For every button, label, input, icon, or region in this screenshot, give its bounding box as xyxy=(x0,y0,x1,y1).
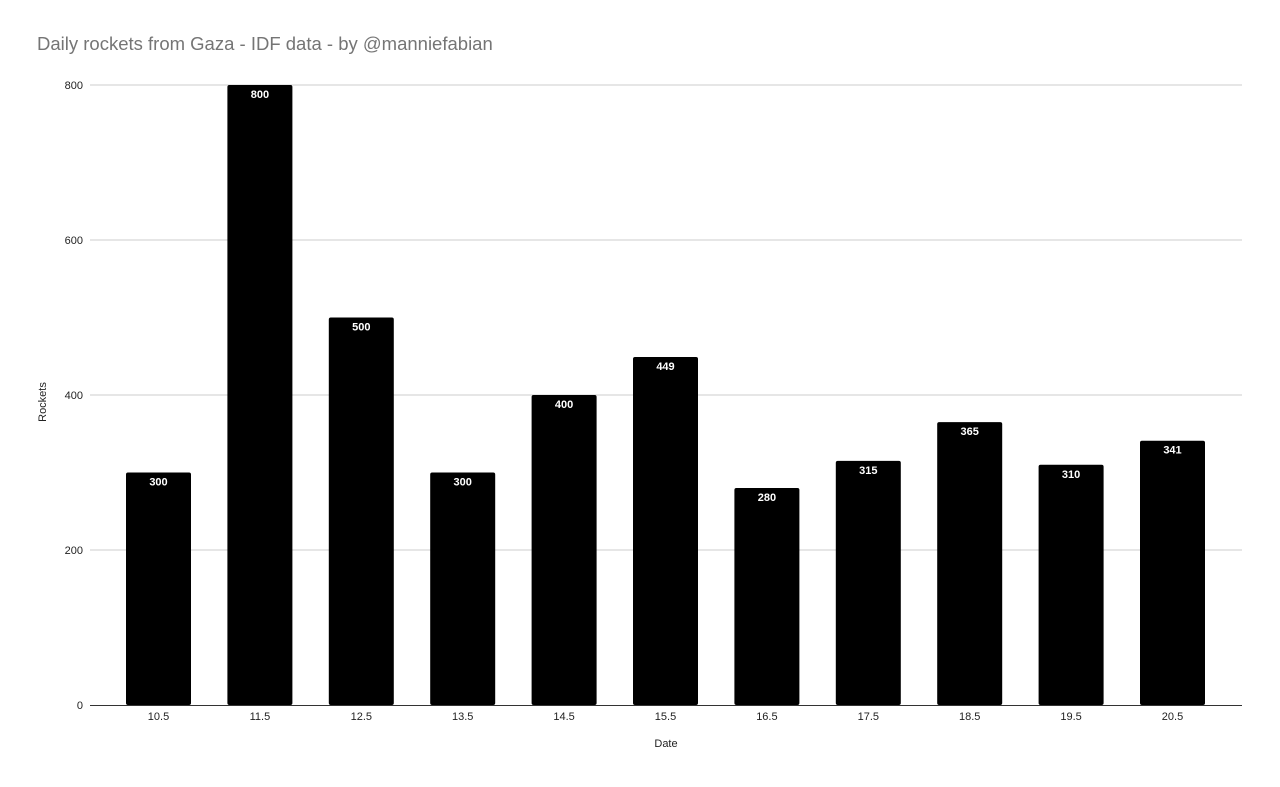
bar xyxy=(633,357,698,705)
bar xyxy=(126,472,191,705)
x-tick-label: 11.5 xyxy=(250,711,271,723)
data-label: 280 xyxy=(758,492,776,504)
x-tick-label: 19.5 xyxy=(1060,711,1081,723)
x-axis-title: Date xyxy=(654,738,677,750)
y-tick-label: 800 xyxy=(65,80,83,92)
bar xyxy=(430,472,496,705)
x-tick-label: 18.5 xyxy=(959,711,980,723)
bar xyxy=(227,85,293,705)
data-label: 400 xyxy=(555,399,573,411)
data-label: 800 xyxy=(251,89,269,101)
x-tick-label: 17.5 xyxy=(858,711,879,723)
data-label: 341 xyxy=(1163,445,1181,457)
x-tick-label: 10.5 xyxy=(148,711,169,723)
x-tick-labels: 10.5 11.5 12.5 13.5 14.5 15.5 16.5 17.5 18.5 19.5… xyxy=(148,711,1183,723)
x-tick-label: 13.5 xyxy=(452,711,473,723)
bars xyxy=(126,85,1205,705)
bar xyxy=(1038,464,1104,705)
data-label: 449 xyxy=(656,361,674,373)
data-label: 365 xyxy=(961,426,979,438)
x-tick-label: 16.5 xyxy=(756,711,777,723)
bar xyxy=(835,460,901,705)
data-labels: 300 800 500 300 400 449 280 315 365 310 341 xyxy=(149,89,1181,504)
chart-title: Daily rockets from Gaza - IDF data - by … xyxy=(37,33,493,54)
bar xyxy=(531,395,597,705)
y-tick-label: 400 xyxy=(65,390,83,402)
y-tick-labels: 0 200 400 600 800 xyxy=(65,80,83,712)
data-label: 300 xyxy=(149,477,167,489)
x-tick-label: 14.5 xyxy=(553,711,574,723)
y-tick-label: 200 xyxy=(65,545,83,557)
data-label: 315 xyxy=(859,465,877,477)
y-axis-title: Rockets xyxy=(37,382,49,422)
x-tick-label: 12.5 xyxy=(351,711,372,723)
x-tick-label: 15.5 xyxy=(655,711,676,723)
bar xyxy=(328,317,394,705)
bar xyxy=(937,422,1003,705)
y-tick-label: 600 xyxy=(65,235,83,247)
y-tick-label: 0 xyxy=(77,700,83,712)
bar xyxy=(1140,440,1205,705)
data-label: 300 xyxy=(454,477,472,489)
bar xyxy=(734,488,800,705)
data-label: 500 xyxy=(352,322,370,334)
x-tick-label: 20.5 xyxy=(1162,711,1183,723)
data-label: 310 xyxy=(1062,469,1080,481)
